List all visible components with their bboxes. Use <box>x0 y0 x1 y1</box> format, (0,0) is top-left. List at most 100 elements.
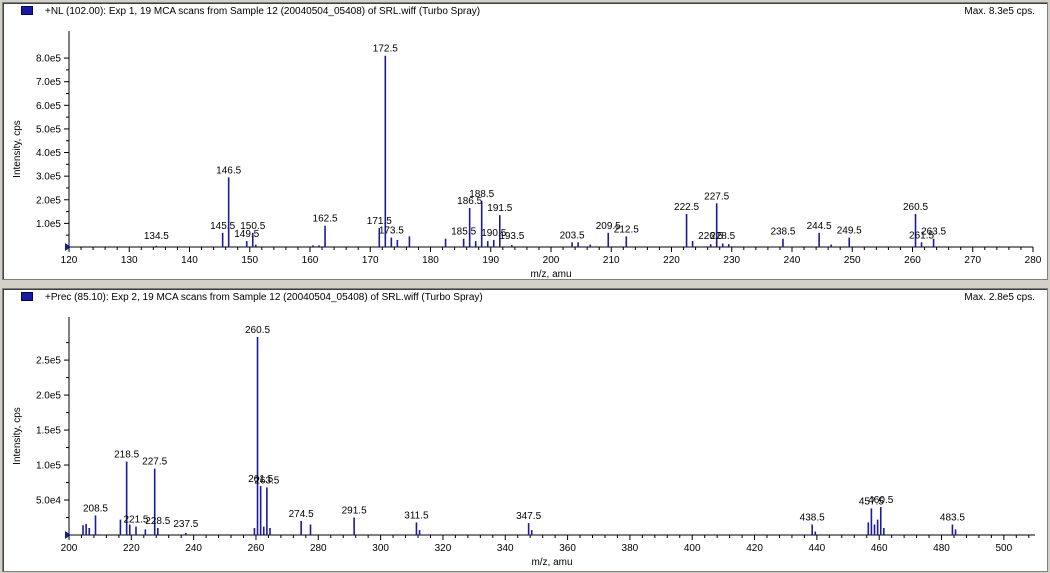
x-tick-label: 480 <box>933 543 950 554</box>
peak-label: 228.5 <box>145 516 170 527</box>
x-tick-label: 120 <box>61 255 78 266</box>
baseline-marker-icon <box>65 243 71 251</box>
peak-label: 134.5 <box>144 231 169 242</box>
x-axis-label: m/z, amu <box>530 269 571 279</box>
x-tick-label: 420 <box>746 543 763 554</box>
peak-label: 221.5 <box>123 515 148 526</box>
y-tick-label: 3.0e5 <box>36 172 61 183</box>
baseline-marker-icon <box>65 531 71 539</box>
series-legend-icon[interactable] <box>21 6 33 15</box>
peak-label: 150.5 <box>240 221 265 232</box>
chart-panel-2: +Prec (85.10): Exp 2, 19 MCA scans from … <box>2 288 1048 572</box>
x-tick-label: 460 <box>871 543 888 554</box>
peak-label: 226.5 <box>698 231 723 242</box>
peak-label: 438.5 <box>800 513 825 524</box>
y-axis-label: Intensity, cps <box>12 120 23 178</box>
x-tick-label: 230 <box>723 255 740 266</box>
spectrum-plot-1[interactable]: 120 130 140 150 160 170 180 190 200 210 220 230 240 2… <box>3 3 1047 279</box>
x-tick-label: 150 <box>241 255 258 266</box>
peak-label: 260.5 <box>903 202 928 213</box>
panel-title: +NL (102.00): Exp 1, 19 MCA scans from S… <box>45 6 481 17</box>
y-tick-label: 2.0e5 <box>36 391 61 402</box>
peak-label: 274.5 <box>289 509 314 520</box>
panel-header: +Prec (85.10): Exp 2, 19 MCA scans from … <box>3 289 1047 305</box>
peak-label: 173.5 <box>379 226 404 237</box>
peak-label: 460.5 <box>868 495 893 506</box>
peak-label: 209.5 <box>596 221 621 232</box>
x-tick-label: 440 <box>809 543 826 554</box>
peak-label: 191.5 <box>487 203 512 214</box>
peak-label: 146.5 <box>216 165 241 176</box>
peak-label: 172.5 <box>373 44 398 55</box>
pane-splitter[interactable] <box>0 280 1050 286</box>
max-intensity-label: Max. 8.3e5 cps. <box>964 6 1035 17</box>
peak-label: 237.5 <box>173 519 198 530</box>
x-tick-label: 300 <box>372 543 389 554</box>
y-tick-label: 7.0e5 <box>36 77 61 88</box>
series-legend-icon[interactable] <box>21 292 33 301</box>
peak-label: 260.5 <box>245 325 270 336</box>
x-tick-label: 130 <box>121 255 138 266</box>
peak-label: 186.5 <box>457 196 482 207</box>
peak-label: 162.5 <box>313 214 338 225</box>
y-tick-label: 1.0e5 <box>36 219 61 230</box>
x-tick-label: 380 <box>622 543 639 554</box>
y-tick-label: 8.0e5 <box>36 54 61 65</box>
x-tick-label: 280 <box>310 543 327 554</box>
x-tick-label: 270 <box>964 255 981 266</box>
peak-label: 347.5 <box>516 511 541 522</box>
x-tick-label: 220 <box>663 255 680 266</box>
x-tick-label: 190 <box>482 255 499 266</box>
x-tick-label: 400 <box>684 543 701 554</box>
peak-label: 291.5 <box>342 506 367 517</box>
peak-label: 203.5 <box>560 230 585 241</box>
peak-label: 263.5 <box>254 475 279 486</box>
peak-label: 238.5 <box>770 227 795 238</box>
peak-label: 212.5 <box>614 224 639 235</box>
y-tick-label: 6.0e5 <box>36 101 61 112</box>
spectrum-plot-2[interactable]: 200 220 240 260 280 300 320 340 360 380 400 420 440 4… <box>3 289 1047 571</box>
peak-label: 193.5 <box>499 231 524 242</box>
y-tick-label: 2.0e5 <box>36 195 61 206</box>
y-tick-label: 4.0e5 <box>36 148 61 159</box>
peak-label: 244.5 <box>807 221 832 232</box>
peak-label: 149.5 <box>234 229 259 240</box>
x-tick-label: 140 <box>181 255 198 266</box>
peak-label: 222.5 <box>674 202 699 213</box>
peak-label: 171.5 <box>367 216 392 227</box>
y-tick-label: 5.0e5 <box>36 124 61 135</box>
panel-title: +Prec (85.10): Exp 2, 19 MCA scans from … <box>45 292 483 303</box>
peak-label: 188.5 <box>469 189 494 200</box>
x-tick-label: 170 <box>362 255 379 266</box>
panel-header: +NL (102.00): Exp 1, 19 MCA scans from S… <box>3 3 1047 19</box>
peak-label: 145.5 <box>210 221 235 232</box>
y-tick-label: 1.0e5 <box>36 461 61 472</box>
peak-label: 483.5 <box>940 513 965 524</box>
peak-label: 218.5 <box>114 450 139 461</box>
peak-label: 457.5 <box>859 496 884 507</box>
y-tick-label: 5.0e4 <box>36 496 61 507</box>
x-tick-label: 180 <box>422 255 439 266</box>
peak-label: 261.5 <box>909 230 934 241</box>
x-tick-label: 220 <box>123 543 140 554</box>
chart-panel-1: +NL (102.00): Exp 1, 19 MCA scans from S… <box>2 2 1048 280</box>
peak-label: 208.5 <box>83 503 108 514</box>
x-tick-label: 210 <box>603 255 620 266</box>
max-intensity-label: Max. 2.8e5 cps. <box>964 292 1035 303</box>
x-tick-label: 260 <box>904 255 921 266</box>
x-tick-label: 250 <box>844 255 861 266</box>
peak-label: 227.5 <box>142 457 167 468</box>
x-tick-label: 360 <box>559 543 576 554</box>
x-tick-label: 240 <box>784 255 801 266</box>
peak-label: 227.5 <box>704 191 729 202</box>
x-axis-label: m/z, amu <box>531 557 572 568</box>
x-tick-label: 240 <box>185 543 202 554</box>
peak-label: 261.5 <box>248 474 273 485</box>
peak-label: 263.5 <box>921 227 946 238</box>
x-tick-label: 500 <box>995 543 1012 554</box>
x-tick-label: 280 <box>1025 255 1042 266</box>
x-tick-label: 200 <box>543 255 560 266</box>
peak-label: 311.5 <box>404 510 429 521</box>
peak-label: 190.5 <box>481 228 506 239</box>
x-tick-label: 260 <box>248 543 265 554</box>
